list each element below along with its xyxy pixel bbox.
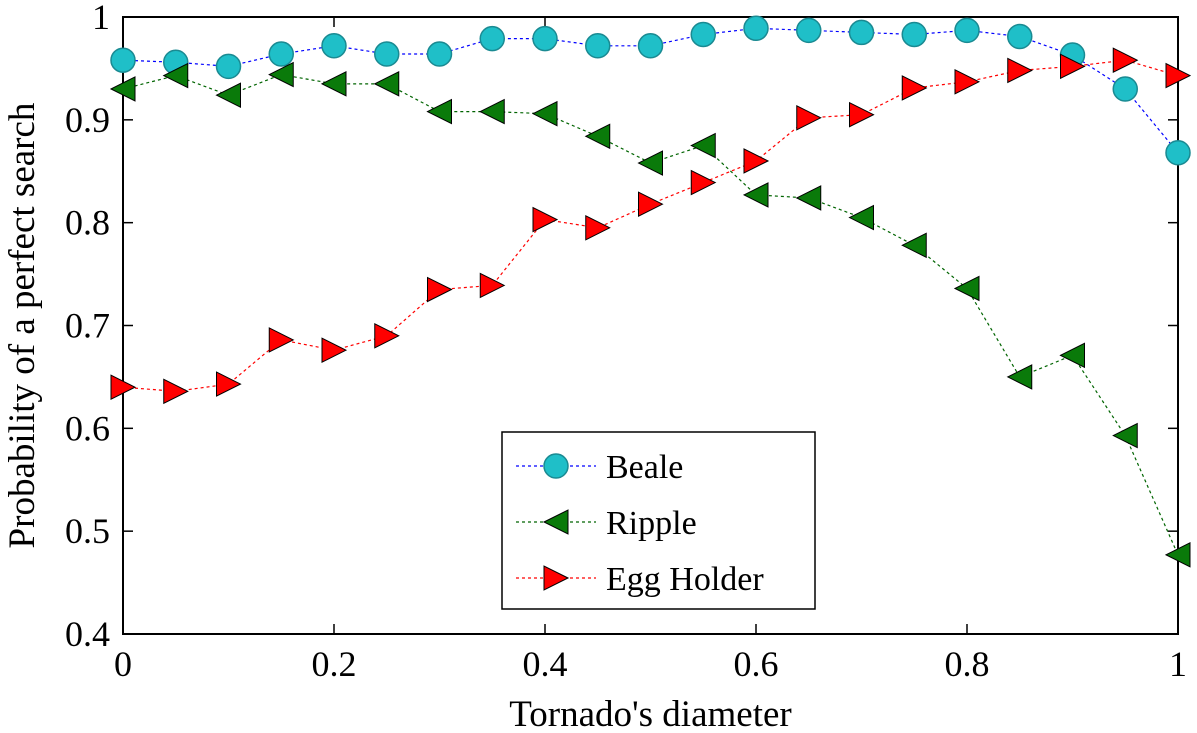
data-point-egg-holder — [1007, 57, 1033, 84]
data-point-beale — [110, 47, 136, 73]
data-point-egg-holder — [374, 322, 400, 349]
data-point-egg-holder — [743, 148, 770, 174]
data-point-beale — [268, 41, 294, 67]
data-point-ripple — [479, 98, 505, 125]
data-point-ripple — [742, 182, 769, 208]
data-point-ripple — [901, 232, 927, 259]
data-point-beale — [901, 21, 927, 48]
x-tick-label: 0.2 — [312, 644, 357, 684]
data-point-ripple — [320, 71, 347, 97]
legend-item-beale: Beale — [516, 449, 683, 486]
x-tick-label: 0.4 — [523, 644, 568, 684]
x-tick-label: 0.8 — [945, 644, 990, 684]
x-tick-label: 1 — [1169, 644, 1187, 684]
x-tick-label: 0 — [114, 644, 132, 684]
data-point-beale — [954, 17, 980, 44]
data-point-egg-holder — [901, 75, 928, 101]
data-point-ripple — [953, 275, 980, 302]
data-point-egg-holder — [638, 191, 664, 217]
data-point-ripple — [162, 62, 189, 89]
x-tick-label: 0.6 — [734, 644, 779, 684]
data-point-egg-holder — [268, 327, 295, 353]
legend-label-beale: Beale — [606, 449, 683, 486]
data-point-egg-holder — [796, 104, 822, 131]
data-point-egg-holder — [690, 169, 717, 196]
data-point-beale — [426, 41, 453, 67]
y-tick-label: 1 — [92, 0, 110, 37]
legend-marker-ripple — [542, 509, 569, 535]
data-point-egg-holder — [585, 214, 611, 241]
data-point-beale — [637, 33, 664, 59]
legend-marker-beale — [543, 453, 569, 479]
data-point-egg-holder — [1165, 62, 1192, 89]
data-point-ripple — [637, 150, 663, 176]
data-point-beale — [796, 17, 822, 44]
data-point-beale — [585, 33, 611, 59]
data-point-beale — [1112, 76, 1138, 102]
data-point-egg-holder — [321, 337, 348, 363]
legend-item-egg-holder: Egg Holder — [516, 561, 764, 598]
data-point-ripple — [795, 185, 822, 211]
plot-series — [109, 15, 1192, 568]
y-tick-label: 0.8 — [65, 203, 110, 243]
y-tick-label: 0.5 — [65, 511, 110, 551]
legend-label-egg-holder: Egg Holder — [606, 561, 764, 598]
data-point-ripple — [848, 204, 874, 231]
y-tick-label: 0.7 — [65, 306, 110, 346]
data-point-egg-holder — [427, 276, 453, 303]
data-point-ripple — [1006, 364, 1033, 390]
data-point-egg-holder — [1060, 53, 1086, 80]
data-point-ripple — [690, 132, 716, 159]
data-point-egg-holder — [479, 272, 506, 299]
data-point-ripple — [215, 82, 241, 108]
data-point-egg-holder — [110, 374, 137, 401]
tick-labels: 0 0.2 0.4 0.6 0.8 1 0.4 0.5 0.6 0.7 0.8 0.9 1 — [65, 0, 1187, 684]
series-ripple — [109, 61, 1191, 568]
data-point-beale — [321, 33, 347, 59]
data-point-beale — [1007, 23, 1033, 50]
y-tick-label: 0.6 — [65, 408, 110, 448]
data-point-egg-holder — [532, 206, 559, 233]
x-axis-title: Tornado's diameter — [509, 694, 792, 733]
legend-label-ripple: Ripple — [606, 505, 697, 542]
data-point-beale — [743, 15, 769, 42]
data-point-ripple — [1164, 542, 1191, 568]
data-point-beale — [690, 21, 716, 48]
data-point-egg-holder — [1112, 47, 1139, 73]
data-point-egg-holder — [216, 371, 242, 397]
data-point-egg-holder — [849, 101, 875, 128]
y-axis-title: Probability of a perfect search — [2, 102, 43, 548]
series-beale — [110, 15, 1191, 166]
legend-marker-egg-holder — [543, 565, 570, 591]
legend-item-ripple: Ripple — [516, 505, 697, 542]
data-point-ripple — [426, 98, 452, 125]
data-point-ripple — [373, 71, 400, 97]
data-point-beale — [848, 19, 875, 46]
data-point-beale — [374, 41, 400, 67]
data-point-beale — [532, 25, 558, 52]
series-egg-holder — [110, 47, 1192, 405]
y-tick-label: 0.9 — [65, 100, 110, 140]
data-point-ripple — [1059, 342, 1085, 369]
data-point-egg-holder — [163, 378, 189, 405]
data-point-egg-holder — [954, 68, 981, 95]
data-point-beale — [215, 53, 242, 80]
data-point-ripple — [1112, 422, 1138, 449]
data-point-ripple — [531, 100, 558, 127]
data-point-beale — [1165, 139, 1191, 166]
data-point-ripple — [268, 61, 294, 88]
data-point-ripple — [109, 76, 136, 102]
legend: Beale Ripple Egg Holder — [501, 431, 816, 610]
y-tick-label: 0.4 — [65, 614, 110, 654]
data-point-beale — [479, 25, 505, 52]
data-point-ripple — [584, 123, 611, 150]
